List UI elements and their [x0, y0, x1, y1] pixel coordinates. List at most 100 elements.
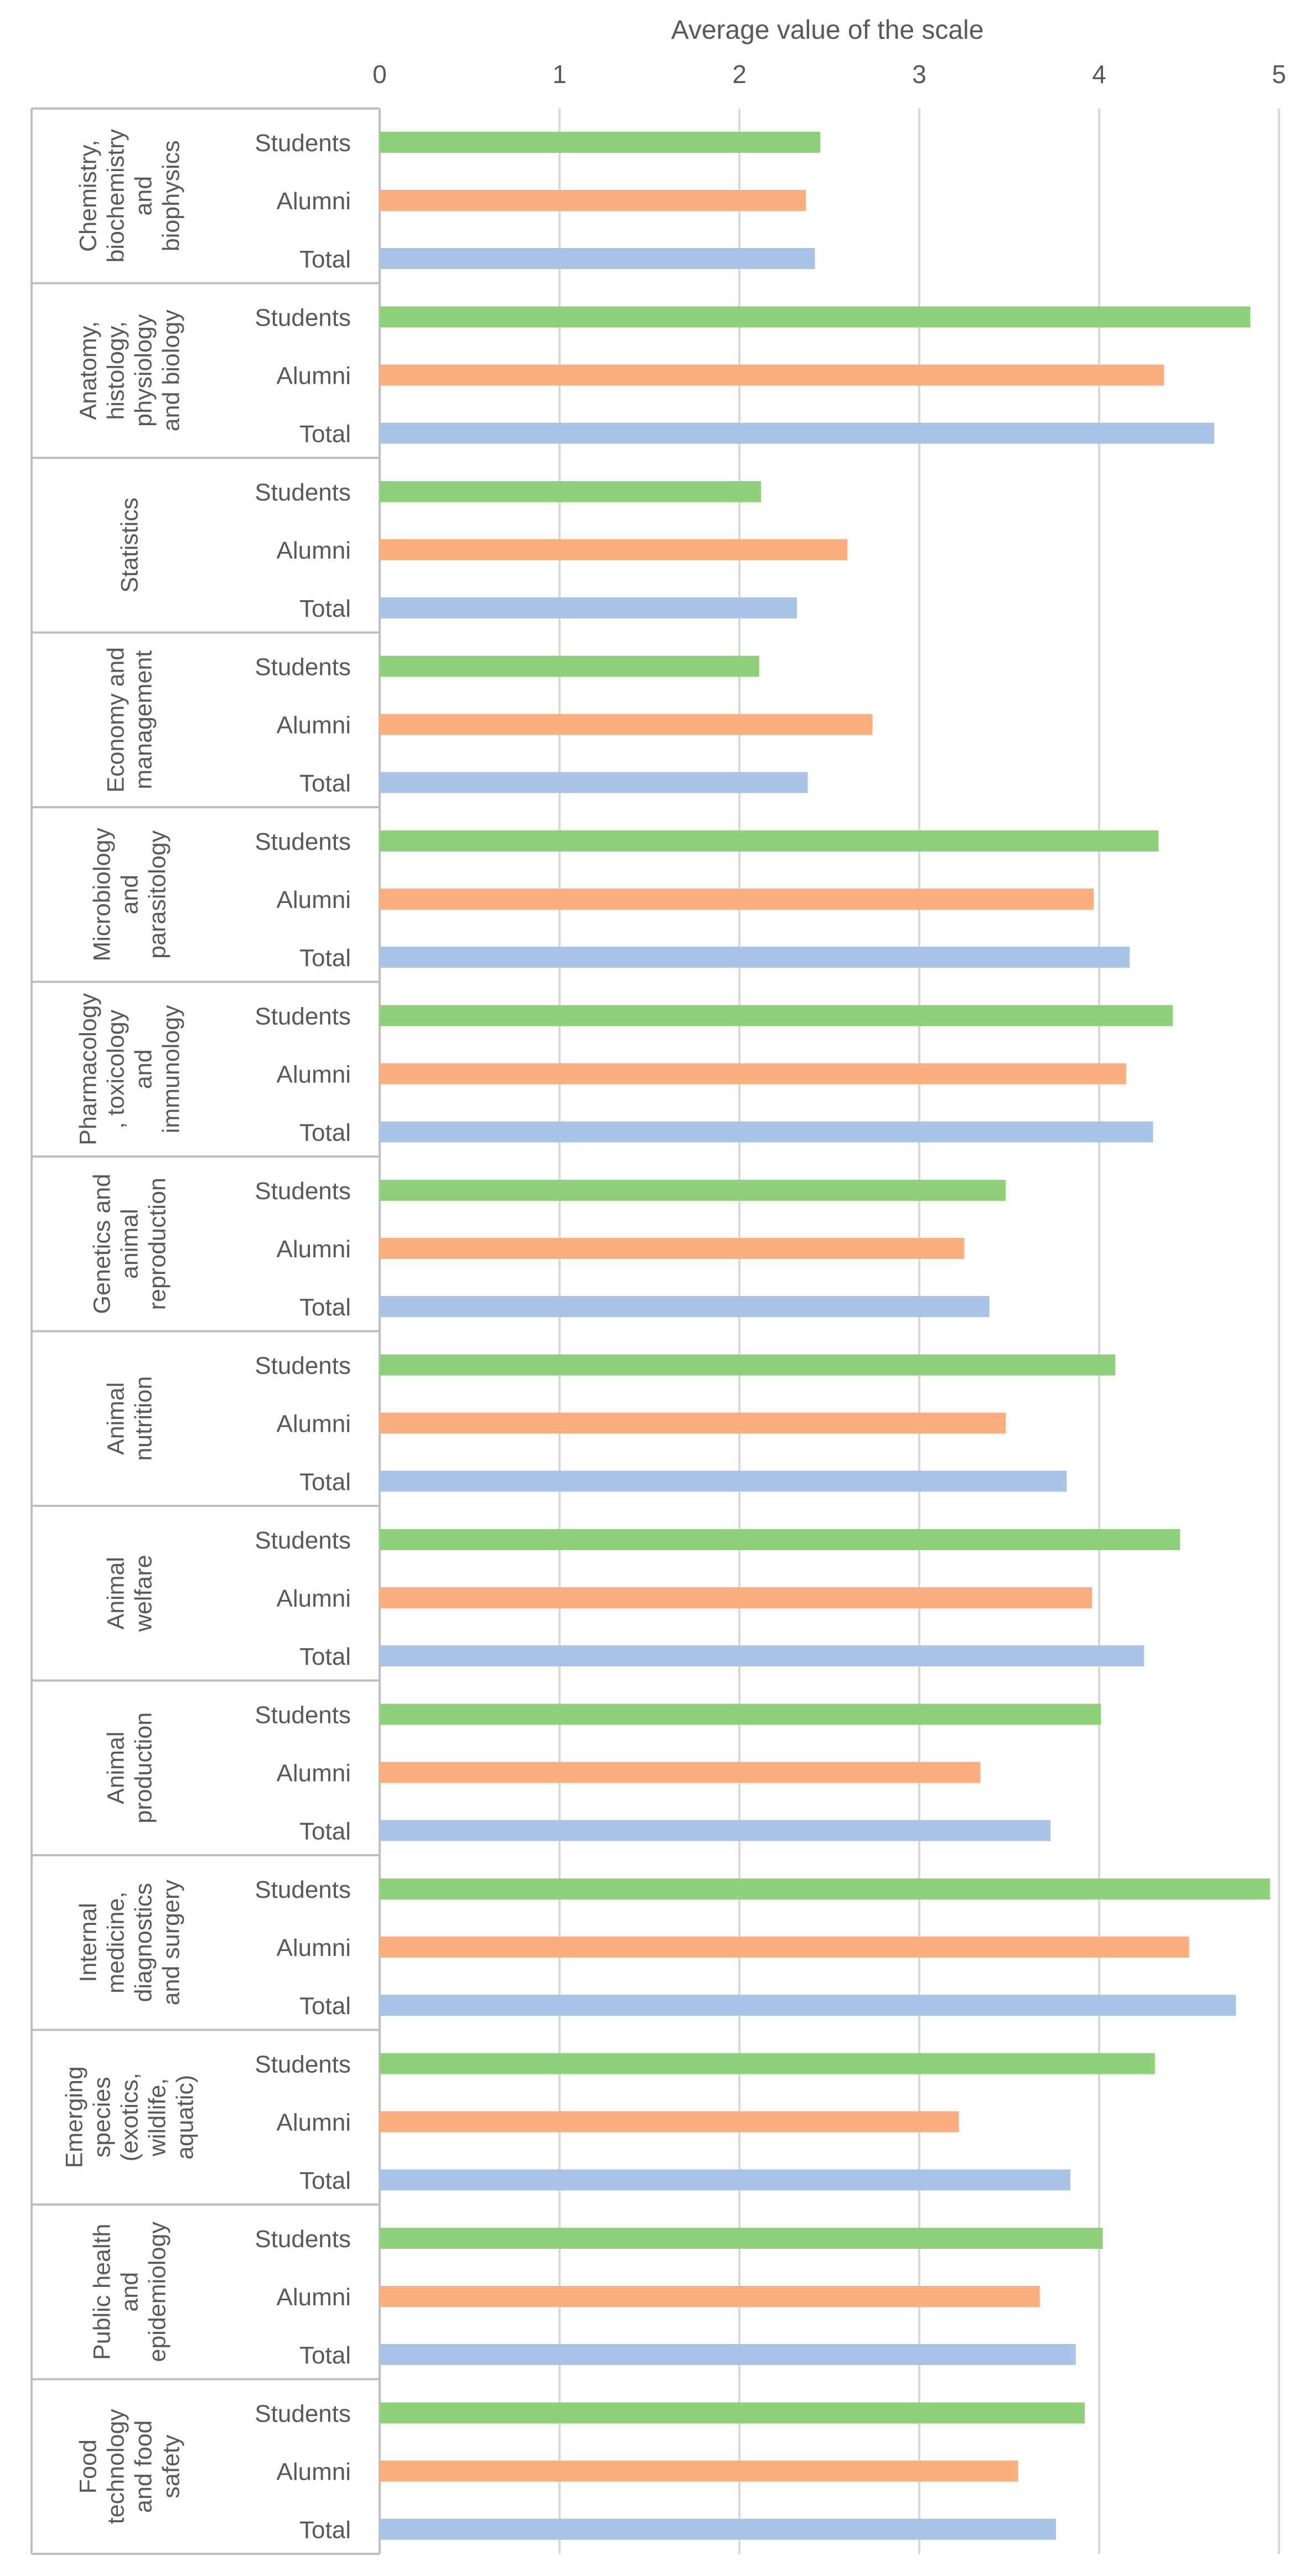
bar-students [380, 306, 1250, 328]
bar-students [380, 1005, 1173, 1026]
series-label: Total [299, 421, 351, 448]
group-label: Animalproduction [103, 1712, 157, 1824]
bar-total [380, 1995, 1236, 2016]
bars [380, 132, 1270, 2540]
series-label: Alumni [277, 1236, 351, 1263]
group-label: Pharmacology, toxicologyandimmunology [75, 993, 185, 1145]
bar-alumni [380, 539, 847, 560]
group-label: Genetics andanimalreproduction [89, 1174, 171, 1314]
series-label: Alumni [277, 537, 351, 564]
x-tick-label: 5 [1272, 60, 1286, 89]
group-label: Foodtechnologyand foodsafety [75, 2409, 185, 2524]
bar-total [380, 422, 1214, 444]
bar-alumni [380, 1762, 981, 1783]
group-label: Animalnutrition [103, 1376, 157, 1461]
group-label: Public healthandepidemiology [89, 2222, 171, 2362]
group-label: Anatomy,histology,physiologyand biology [75, 309, 185, 431]
category-frame [30, 107, 380, 2555]
series-label: Total [299, 1119, 351, 1147]
bar-alumni [380, 1063, 1126, 1085]
bar-total [380, 597, 797, 618]
series-label: Alumni [277, 886, 351, 913]
series-label: Alumni [277, 188, 351, 215]
series-label: Total [299, 1294, 351, 1321]
bar-total [380, 1645, 1145, 1666]
series-label: Students [255, 479, 351, 506]
series-label: Students [255, 1527, 351, 1554]
series-label: Students [255, 2401, 351, 2428]
bar-students [380, 1703, 1101, 1725]
bar-total [380, 2518, 1056, 2540]
bar-students [380, 2053, 1155, 2074]
series-label: Alumni [277, 363, 351, 390]
series-label: Students [255, 2226, 351, 2253]
bar-students [380, 1354, 1116, 1376]
series-label: Students [255, 1876, 351, 1903]
group-label: Internalmedicine,diagnosticsand surgery [75, 1880, 185, 2006]
x-tick-label: 0 [372, 60, 387, 89]
x-axis-ticks: 0 1 2 3 4 5 [372, 60, 1286, 89]
series-label: Total [299, 1992, 351, 2020]
bar-students [380, 1878, 1270, 1899]
bar-total [380, 1470, 1067, 1492]
group-label: Economy andmanagement [103, 647, 157, 793]
bar-alumni [380, 2286, 1040, 2307]
bar-alumni [380, 1937, 1189, 1958]
series-label: Students [255, 130, 351, 157]
bar-alumni [380, 1238, 965, 1259]
series-label: Total [299, 770, 351, 797]
series-label: Students [255, 828, 351, 855]
x-axis-title: Average value of the scale [671, 16, 984, 45]
group-label: Statistics [117, 498, 143, 593]
bar-students [380, 830, 1159, 851]
x-tick-label: 4 [1092, 60, 1106, 89]
group-label: Emergingspecies(exotics,wildlife,aquatic… [61, 2066, 199, 2168]
series-label: Students [255, 2051, 351, 2078]
bar-students [380, 1529, 1180, 1550]
series-label: Total [299, 1818, 351, 1845]
bar-alumni [380, 889, 1094, 910]
bar-total [380, 248, 815, 269]
bar-students [380, 655, 759, 677]
series-label: Total [299, 2342, 351, 2369]
series-labels: Students Alumni Total Students Alumni Total St… [255, 130, 351, 2544]
x-tick-label: 2 [732, 60, 747, 89]
bar-alumni [380, 1587, 1092, 1608]
series-label: Alumni [277, 712, 351, 739]
series-label: Total [299, 944, 351, 972]
series-label: Students [255, 1003, 351, 1030]
series-label: Alumni [277, 1585, 351, 1612]
series-label: Total [299, 595, 351, 622]
series-label: Students [255, 304, 351, 332]
bar-students [380, 132, 821, 153]
series-label: Total [299, 1469, 351, 1496]
series-label: Alumni [277, 1934, 351, 1961]
bar-alumni [380, 1412, 1006, 1434]
bar-students [380, 2402, 1085, 2424]
series-label: Total [299, 246, 351, 273]
series-label: Students [255, 1702, 351, 1729]
x-tick-label: 1 [552, 60, 567, 89]
bar-alumni [380, 714, 873, 735]
series-label: Students [255, 1352, 351, 1380]
series-label: Alumni [277, 1760, 351, 1787]
x-tick-label: 3 [912, 60, 926, 89]
bar-total [380, 772, 808, 793]
group-label: Chemistry,biochemistryandbiophysics [75, 129, 185, 263]
series-label: Total [299, 2517, 351, 2544]
group-label: Animalwelfare [103, 1555, 157, 1632]
bar-total [380, 2169, 1070, 2191]
series-label: Total [299, 2167, 351, 2195]
series-label: Alumni [277, 2109, 351, 2136]
series-label: Alumni [277, 2284, 351, 2311]
bar-total [380, 1121, 1153, 1143]
series-label: Students [255, 1178, 351, 1205]
bar-students [380, 2228, 1103, 2249]
bar-alumni [380, 190, 806, 211]
gridlines [379, 109, 1280, 2554]
bar-students [380, 481, 761, 502]
bar-total [380, 2344, 1076, 2365]
series-label: Alumni [277, 1411, 351, 1438]
bar-total [380, 1820, 1051, 1841]
